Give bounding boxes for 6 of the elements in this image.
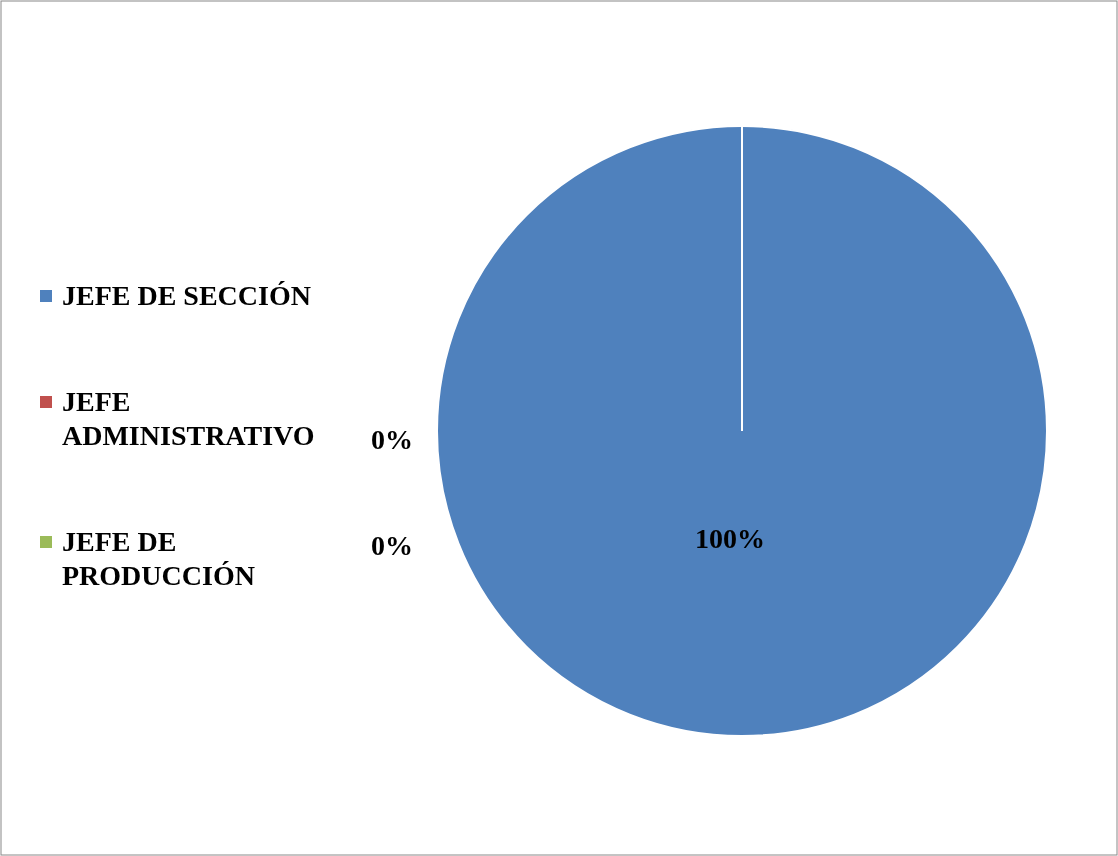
text: 0% [371,424,413,455]
legend-label: JEFE DE PRODUCCIÓN [62,526,255,591]
data-label: 100% [695,522,765,554]
text: 0% [371,530,413,561]
legend-label: JEFE ADMINISTRATIVO [62,386,315,451]
legend-label: JEFE DE SECCIÓN [62,280,311,311]
